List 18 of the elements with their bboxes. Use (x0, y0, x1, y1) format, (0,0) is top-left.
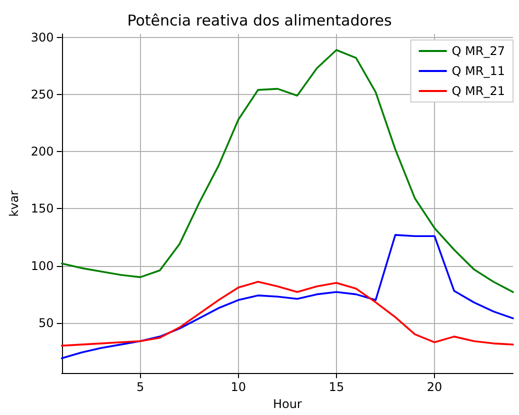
legend-label: Q MR_21 (452, 84, 506, 98)
y-tick-label: 100 (30, 258, 54, 273)
x-axis-title: Hour (272, 397, 302, 411)
y-tick-label: 200 (30, 144, 54, 159)
y-tick-label: 300 (30, 30, 54, 44)
y-axis-title: kvar (7, 190, 21, 217)
x-tick-label: 20 (426, 380, 442, 394)
x-tick-label: 5 (136, 380, 144, 394)
y-tick-label: 250 (30, 88, 54, 102)
y-tick-label: 50 (38, 316, 54, 330)
y-tick-label: 150 (30, 202, 54, 216)
legend-label: Q MR_27 (452, 44, 506, 58)
chart-title: Potência reativa dos alimentadores (127, 12, 392, 30)
x-tick-label: 15 (328, 380, 344, 394)
line-series (60, 280, 514, 347)
line-series (60, 234, 514, 360)
legend-label: Q MR_11 (452, 64, 506, 78)
x-tick-label: 10 (230, 380, 246, 394)
